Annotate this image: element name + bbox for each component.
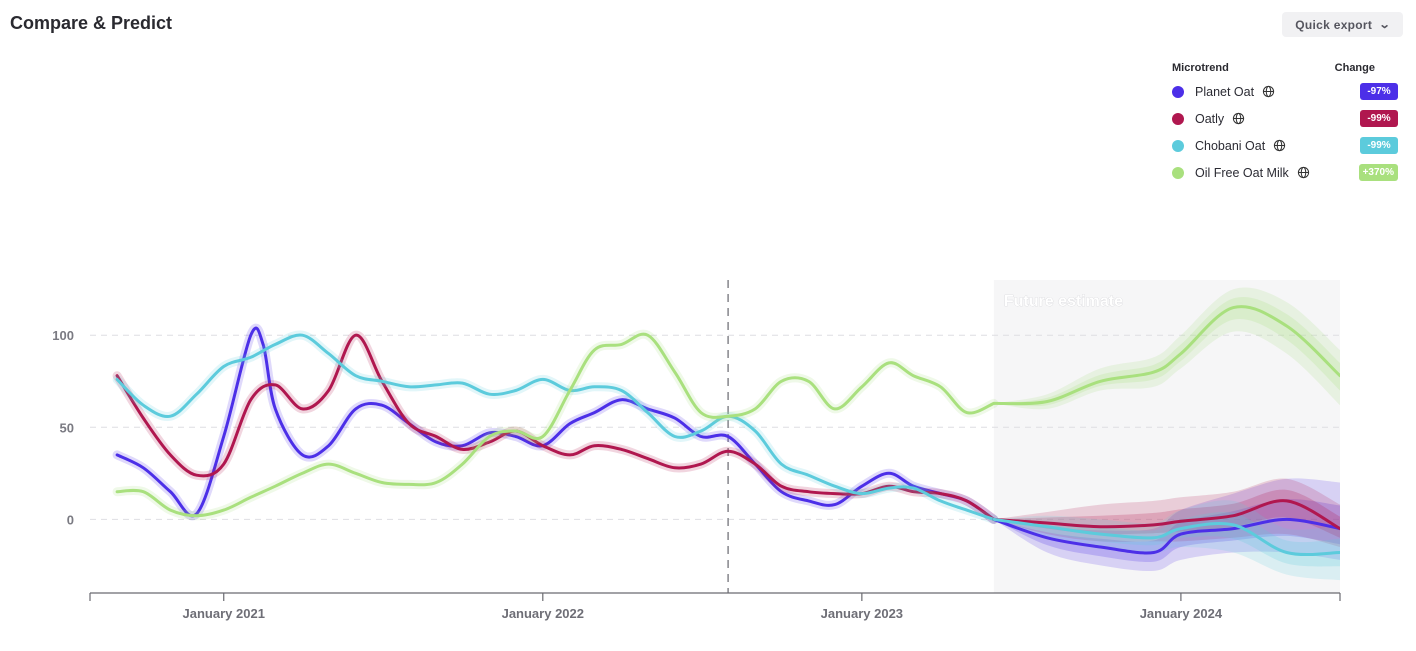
forecast-band-outer — [993, 287, 1340, 410]
change-badge: -99% — [1360, 110, 1398, 127]
forecast-line — [992, 517, 1340, 557]
forecast-region — [993, 280, 1340, 593]
forecast-band-outer — [993, 500, 1340, 581]
x-tick-label: January 2024 — [1140, 606, 1223, 621]
chevron-down-icon: ⌄ — [1378, 19, 1392, 31]
forecast-band-outer — [993, 478, 1340, 547]
quick-export-label: Quick export — [1295, 17, 1373, 32]
legend-microtrend-header: Microtrend — [1172, 62, 1229, 74]
legend-label: Chobani Oat — [1195, 138, 1266, 153]
x-tick-label: January 2023 — [821, 606, 903, 621]
forecast-line — [992, 517, 1340, 555]
globe-icon[interactable] — [1273, 139, 1286, 152]
forecast-label: Future estimate — [1004, 293, 1123, 310]
forecast-band-inner — [993, 499, 1340, 563]
legend-dot — [1172, 166, 1184, 179]
globe-icon[interactable] — [1232, 112, 1245, 125]
forecast-line — [992, 499, 1340, 531]
page-title: Compare & Predict — [10, 13, 173, 33]
x-tick-label: January 2022 — [502, 606, 584, 621]
series-line — [115, 332, 996, 518]
legend-item-oatly[interactable]: Oatly -99% — [1172, 105, 1402, 132]
legend-change-header: Change — [1334, 62, 1375, 74]
change-badge: -99% — [1360, 137, 1398, 154]
series-line — [115, 326, 996, 521]
globe-icon[interactable] — [1262, 85, 1275, 98]
x-tick-label: January 2021 — [183, 606, 265, 621]
legend-label: Planet Oat — [1195, 84, 1255, 99]
series-line — [115, 333, 996, 521]
legend-header: Microtrend Change — [1172, 62, 1402, 74]
plot-area — [112, 287, 1340, 581]
quick-export-button[interactable]: Quick export ⌄ — [1282, 12, 1403, 37]
legend-item-planet-oat[interactable]: Planet Oat -97% — [1172, 78, 1402, 105]
legend-item-oil-free-oat-milk[interactable]: Oil Free Oat Milk +370% — [1172, 159, 1402, 186]
legend-dot — [1172, 112, 1184, 125]
legend-label: Oatly — [1195, 111, 1225, 126]
globe-icon[interactable] — [1297, 166, 1310, 179]
y-tick-label: 0 — [67, 512, 74, 527]
legend: Microtrend Change Planet Oat -97% Oatly … — [1172, 62, 1402, 186]
legend-item-chobani-oat[interactable]: Chobani Oat -99% — [1172, 132, 1402, 159]
y-tick-label: 50 — [60, 420, 74, 435]
change-badge: -97% — [1360, 83, 1398, 100]
change-badge: +370% — [1358, 164, 1398, 181]
legend-label: Oil Free Oat Milk — [1195, 165, 1289, 180]
series-line — [115, 333, 996, 521]
legend-dot — [1172, 85, 1184, 98]
forecast-line — [992, 305, 1340, 406]
legend-dot — [1172, 139, 1184, 152]
y-tick-label: 100 — [52, 328, 74, 343]
